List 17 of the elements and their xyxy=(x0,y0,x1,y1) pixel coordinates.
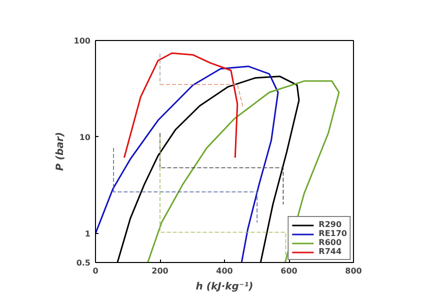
x-axis-title: h (kJ·kg⁻¹) xyxy=(196,282,254,292)
y-tick-label: 1 xyxy=(84,229,91,238)
x-tick-label: 800 xyxy=(345,266,362,276)
y-axis-title: P (bar) xyxy=(54,132,66,171)
y-tick-label: 100 xyxy=(74,36,91,46)
legend-label: RE170 xyxy=(318,229,347,238)
legend-label: R600 xyxy=(318,238,342,247)
legend-label: R290 xyxy=(318,220,342,229)
line-series xyxy=(96,66,279,262)
y-tick-label: 0.5 xyxy=(76,258,91,268)
x-tick-label: 0 xyxy=(92,266,99,276)
x-tick-label: 600 xyxy=(280,266,298,276)
legend-label: R744 xyxy=(318,247,342,256)
x-tick-label: 400 xyxy=(216,266,234,276)
y-tick-label: 10 xyxy=(79,132,91,142)
line-series xyxy=(123,52,238,158)
x-tick-label: 200 xyxy=(152,266,169,276)
